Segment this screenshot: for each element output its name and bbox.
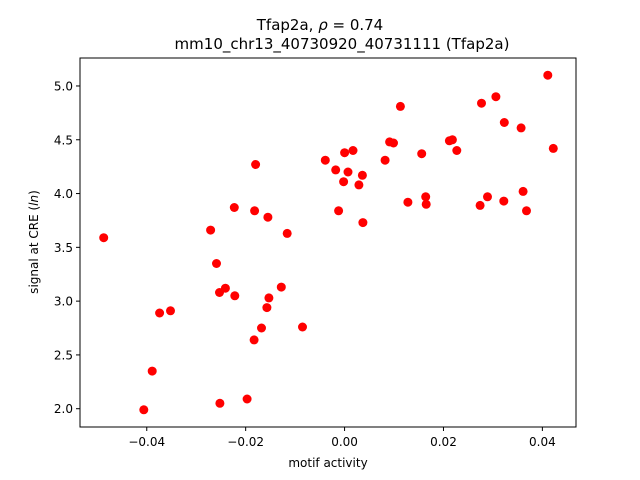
data-point <box>320 155 330 165</box>
data-point <box>298 322 307 332</box>
data-point <box>522 206 531 216</box>
data-point <box>357 170 367 180</box>
x-tick-label: −0.02 <box>227 435 264 449</box>
data-point <box>358 218 368 228</box>
chart-title-main: Tfap2a, <box>256 16 318 34</box>
data-point <box>499 196 509 206</box>
data-point <box>548 143 558 153</box>
data-point <box>229 203 239 212</box>
x-tick-label: 0.04 <box>529 435 556 449</box>
data-point <box>242 394 252 404</box>
data-point <box>262 303 272 313</box>
data-point <box>403 197 413 207</box>
data-point <box>543 70 553 80</box>
data-point <box>334 206 344 216</box>
y-tick-label: 5.0 <box>54 79 73 93</box>
chart-title-rho-symbol: ρ <box>318 16 328 34</box>
data-point <box>339 177 349 187</box>
data-point <box>477 98 486 108</box>
data-point <box>250 206 260 216</box>
chart-subtitle: mm10_chr13_40730920_40731111 (Tfap2a) <box>175 35 510 54</box>
y-axis-label-suffix: ) <box>27 190 41 195</box>
data-point <box>343 167 353 177</box>
data-point <box>99 233 109 243</box>
data-point <box>263 212 273 222</box>
y-tick-label: 2.5 <box>54 348 73 362</box>
x-axis-ticks: −0.04 −0.02 0.00 0.02 0.04 <box>128 427 556 449</box>
data-point <box>282 228 292 238</box>
data-point <box>340 148 350 158</box>
data-point <box>276 282 286 292</box>
y-axis-label: signal at CRE (ln) <box>27 190 41 294</box>
x-tick-label: 0.00 <box>331 435 358 449</box>
data-point <box>417 149 427 159</box>
y-tick-label: 4.0 <box>54 187 73 201</box>
data-point <box>516 123 526 133</box>
data-point <box>331 165 341 175</box>
axes-frame <box>79 57 577 428</box>
y-axis-ticks: 2.0 2.5 3.0 3.5 4.0 4.5 5.0 <box>54 79 80 416</box>
data-point <box>380 155 390 165</box>
y-tick-label: 2.0 <box>54 402 73 416</box>
data-point <box>499 118 509 127</box>
data-point <box>257 323 266 333</box>
data-point <box>389 138 398 148</box>
plot-area <box>79 57 577 428</box>
data-points <box>99 70 558 415</box>
data-point <box>421 199 431 209</box>
data-point <box>166 306 175 316</box>
data-point <box>475 200 485 210</box>
y-tick-label: 3.0 <box>54 295 73 309</box>
data-point <box>491 92 501 102</box>
data-point <box>264 293 274 303</box>
data-point <box>147 366 157 376</box>
data-point <box>251 160 261 169</box>
data-point <box>518 186 528 196</box>
chart-title-rho-value: = 0.74 <box>328 16 384 34</box>
x-axis-label: motif activity <box>288 456 367 470</box>
y-tick-label: 4.5 <box>54 133 73 147</box>
data-point <box>421 192 431 202</box>
data-point <box>452 146 462 155</box>
data-point <box>139 405 149 415</box>
data-point <box>212 259 221 268</box>
data-point <box>220 283 230 293</box>
x-tick-label: −0.04 <box>128 435 165 449</box>
y-axis-label-italic: ln <box>27 195 41 206</box>
data-point <box>215 398 225 408</box>
data-point <box>155 308 165 318</box>
data-point <box>395 101 405 111</box>
data-point <box>206 225 216 235</box>
data-point <box>348 146 358 155</box>
data-point <box>230 291 240 301</box>
data-point <box>447 135 457 145</box>
y-axis-label-prefix: signal at CRE ( <box>27 206 41 294</box>
chart-title: Tfap2a, ρ = 0.74 <box>256 16 383 34</box>
y-tick-label: 3.5 <box>54 241 73 255</box>
x-tick-label: 0.02 <box>430 435 457 449</box>
data-point <box>249 335 259 345</box>
data-point <box>483 192 492 202</box>
data-point <box>354 180 364 190</box>
